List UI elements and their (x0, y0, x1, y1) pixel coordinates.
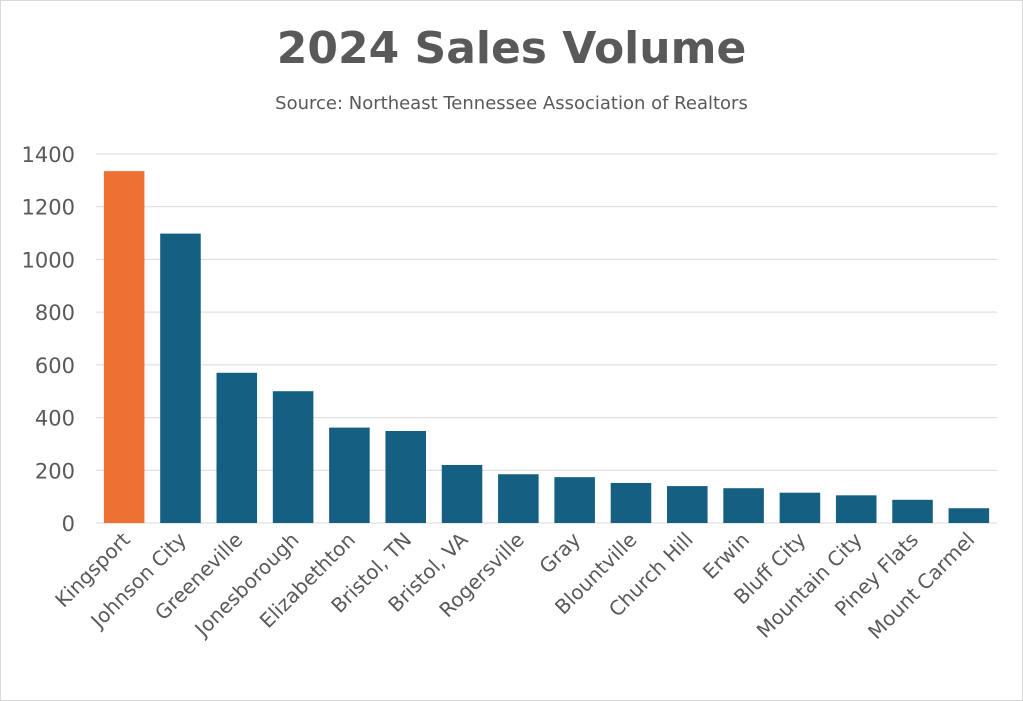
bar-greeneville (216, 372, 258, 523)
bar-gray (554, 477, 595, 523)
chart-subtitle: Source: Northeast Tennessee Association … (275, 93, 748, 114)
bar-church-hill (667, 486, 708, 523)
bar-mountain-city (835, 495, 877, 523)
bar-kingsport (103, 171, 145, 523)
y-tick-label: 1400 (22, 143, 75, 167)
bar-rogersville (498, 474, 539, 523)
bar-bristol-va (441, 465, 483, 523)
chart-title: 2024 Sales Volume (276, 23, 747, 74)
bar-jonesborough (272, 391, 314, 523)
bar-piney-flats (892, 499, 933, 523)
bar-bristol-tn (385, 431, 426, 523)
y-tick-label: 400 (35, 407, 75, 431)
bar-bluff-city (779, 492, 821, 523)
y-tick-label: 600 (35, 354, 75, 378)
y-tick-label: 0 (62, 512, 75, 536)
y-tick-label: 1200 (22, 196, 75, 220)
y-tick-label: 1000 (22, 248, 75, 272)
y-tick-label: 800 (35, 301, 75, 325)
bar-blountville (610, 482, 652, 523)
bar-erwin (723, 488, 764, 523)
bar-mount-carmel (948, 508, 990, 523)
y-axis-ticks: 0 200 400 600 800 1000 1200 1400 (22, 143, 75, 536)
y-tick-label: 200 (35, 459, 75, 483)
bars (103, 171, 990, 523)
bar-johnson-city (160, 233, 201, 523)
x-category-label: Gray (534, 527, 585, 578)
bar-elizabethton (329, 427, 370, 523)
